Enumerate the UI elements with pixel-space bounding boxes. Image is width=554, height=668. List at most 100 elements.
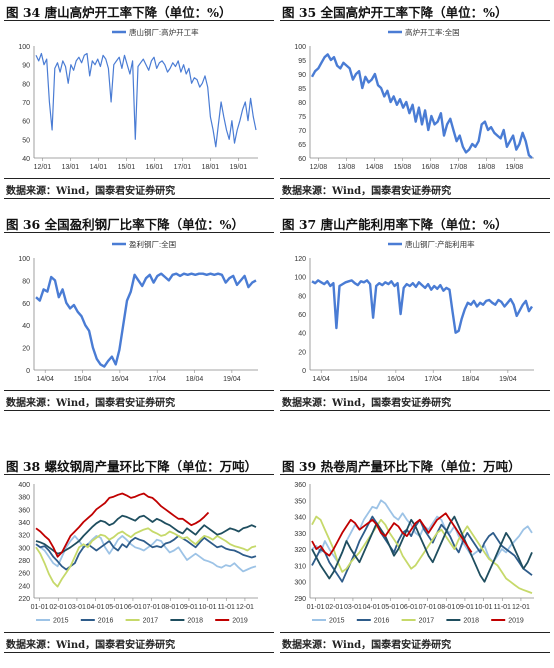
y-tick-label: 75	[298, 114, 306, 121]
x-tick-label: 04-01	[363, 604, 381, 611]
x-tick-label: 16/04	[387, 376, 405, 383]
y-tick-label: 90	[22, 63, 30, 70]
chart-title: 图 35 全国高炉开工率下降（单位：%）	[282, 5, 508, 20]
x-tick-label: 16/08	[422, 164, 440, 171]
x-tick-label: 16/04	[111, 376, 129, 383]
series-line-唐山钢厂:产能利用率	[311, 279, 534, 334]
x-tick-label: 15/08	[394, 164, 412, 171]
y-tick-label: 0	[302, 368, 306, 375]
series-line-高炉开工率:全国	[310, 53, 533, 159]
legend-label: 唐山钢厂:产能利用率	[405, 239, 475, 249]
x-tick-label: 06-01	[124, 604, 142, 611]
y-tick-label: 340	[18, 520, 30, 527]
x-tick-label: 10-01	[475, 604, 493, 611]
legend-label: 2018	[463, 618, 479, 625]
chart-title: 图 36 全国盈利钢厂比率下降（单位：%）	[6, 217, 244, 232]
chart-svg: 0 20 40 60 80 100 14/04 15/04 16/04 17/04 18/04 19/…	[18, 239, 258, 383]
y-tick-label: 300	[294, 580, 306, 587]
legend-label: 2015	[53, 618, 69, 625]
x-tick-label: 07-01	[419, 604, 437, 611]
x-tick-label: 05-01	[105, 604, 123, 611]
chart-panel-38: 图 38 螺纹钢周产量环比下降（单位：万吨） 220 240 260 280 300 32…	[4, 456, 274, 668]
x-tick-label: 09-01	[456, 604, 474, 611]
y-tick-label: 0	[26, 368, 30, 375]
y-tick-label: 40	[22, 156, 30, 163]
x-tick-label: 14/01	[90, 164, 108, 171]
series-line-2017	[35, 527, 257, 588]
source-note: 数据来源：Wind，国泰君安证券研究	[282, 398, 452, 409]
y-tick-label: 240	[18, 583, 30, 590]
series-line-盈利钢厂:全国	[35, 272, 257, 368]
x-tick-label: 17/04	[148, 376, 166, 383]
y-tick-label: 260	[18, 571, 30, 578]
x-tick-label: 18/08	[478, 164, 496, 171]
x-tick-label: 06-01	[400, 604, 418, 611]
y-tick-label: 400	[18, 482, 30, 489]
y-tick-label: 350	[294, 498, 306, 505]
x-tick-label: 12/08	[310, 164, 328, 171]
series-line-2019	[35, 492, 210, 558]
series-line-2015	[311, 499, 533, 564]
x-tick-label: 09-01	[180, 604, 198, 611]
chart-panel-36: 图 36 全国盈利钢厂比率下降（单位：%） 0 20 40 60 80 100 14/04 1…	[4, 214, 274, 426]
y-tick-label: 60	[22, 301, 30, 308]
source-note: 数据来源：Wind，国泰君安证券研究	[6, 186, 176, 197]
x-tick-label: 08-01	[161, 604, 179, 611]
y-tick-label: 40	[298, 331, 306, 338]
y-tick-label: 120	[294, 256, 306, 263]
x-tick-label: 19/01	[230, 164, 248, 171]
x-tick-label: 19/08	[506, 164, 524, 171]
y-tick-label: 300	[18, 545, 30, 552]
x-tick-label: 12-01	[236, 604, 254, 611]
y-tick-label: 70	[22, 100, 30, 107]
x-tick-label: 02-01	[325, 604, 343, 611]
y-tick-label: 20	[298, 349, 306, 356]
y-tick-label: 20	[22, 346, 30, 353]
y-tick-label: 360	[18, 507, 30, 514]
y-tick-label: 320	[18, 533, 30, 540]
x-tick-label: 12/01	[34, 164, 52, 171]
x-tick-label: 17/01	[174, 164, 192, 171]
y-tick-label: 290	[294, 596, 306, 603]
legend-label: 2017	[419, 618, 435, 625]
chart-panel-35: 图 35 全国高炉开工率下降（单位：%） 60 65 70 75 80 85 90 95 100…	[280, 2, 550, 214]
x-tick-label: 14/04	[36, 376, 54, 383]
y-tick-label: 65	[298, 142, 306, 149]
x-tick-label: 19/04	[223, 376, 241, 383]
x-tick-label: 17/08	[450, 164, 468, 171]
y-tick-label: 70	[298, 128, 306, 135]
x-tick-label: 15/04	[74, 376, 92, 383]
x-tick-label: 12-01	[512, 604, 530, 611]
legend-label: 2019	[508, 618, 524, 625]
y-tick-label: 50	[22, 137, 30, 144]
legend-label: 2017	[143, 618, 159, 625]
y-tick-label: 80	[298, 293, 306, 300]
x-tick-label: 10-01	[199, 604, 217, 611]
y-tick-label: 310	[294, 563, 306, 570]
y-tick-label: 100	[294, 44, 306, 51]
series-line-唐山钢厂:高炉开工率	[35, 52, 257, 148]
x-tick-label: 01-01	[307, 604, 325, 611]
x-tick-label: 15/04	[350, 376, 368, 383]
legend-label: 2016	[374, 618, 390, 625]
x-tick-label: 01-01	[31, 604, 49, 611]
chart-title: 图 37 唐山产能利用率下降（单位：%）	[282, 217, 508, 232]
y-tick-label: 330	[294, 531, 306, 538]
y-tick-label: 280	[18, 558, 30, 565]
chart-svg: 0 20 40 60 80 100 120 14/04 15/04 16/04 17/04 18/04…	[294, 239, 534, 383]
y-tick-label: 80	[22, 81, 30, 88]
x-tick-label: 19/04	[499, 376, 517, 383]
legend-label: 高炉开工率:全国	[405, 27, 460, 37]
x-tick-label: 17/04	[424, 376, 442, 383]
x-tick-label: 11-01	[218, 604, 235, 611]
x-tick-label: 14/08	[366, 164, 384, 171]
y-tick-label: 60	[22, 119, 30, 126]
x-tick-label: 07-01	[143, 604, 161, 611]
chart-title: 图 34 唐山高炉开工率下降（单位：%）	[6, 5, 232, 20]
x-tick-label: 16/01	[146, 164, 164, 171]
source-note: 数据来源：Wind，国泰君安证券研究	[6, 640, 176, 651]
x-tick-label: 03-01	[344, 604, 362, 611]
y-tick-label: 100	[18, 256, 30, 263]
x-tick-label: 03-01	[68, 604, 86, 611]
x-tick-label: 11-01	[494, 604, 511, 611]
